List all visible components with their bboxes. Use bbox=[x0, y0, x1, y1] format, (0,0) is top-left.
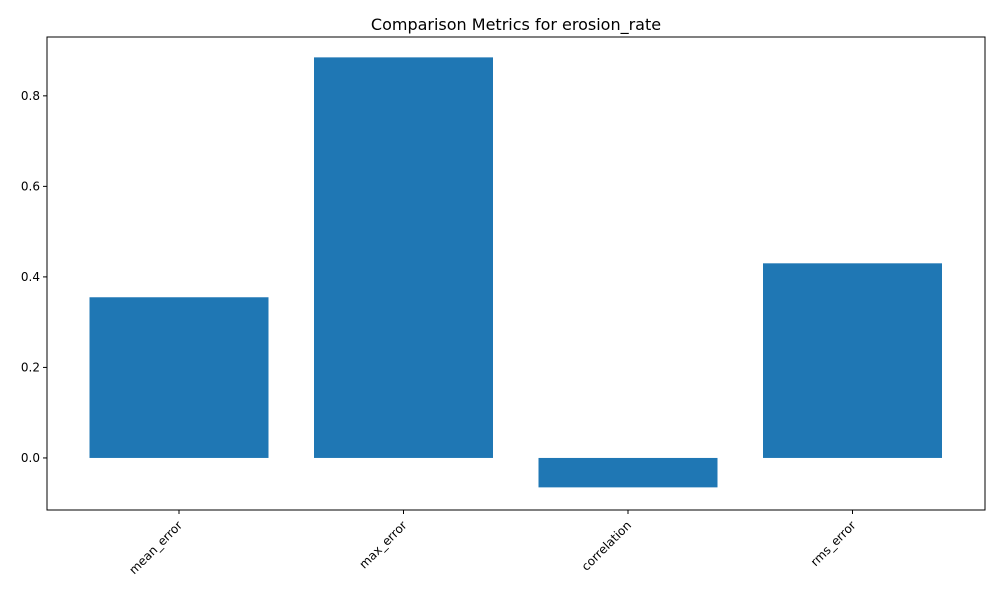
x-tick-label: mean_error bbox=[126, 518, 185, 577]
y-tick-label: 0.8 bbox=[21, 89, 40, 103]
bars-layer bbox=[89, 57, 942, 488]
bar-rms-error bbox=[763, 263, 942, 458]
bar-max-error bbox=[314, 57, 493, 458]
bar-correlation bbox=[538, 457, 718, 488]
y-tick-label: 0.0 bbox=[21, 451, 40, 465]
bar-mean-error bbox=[89, 297, 269, 458]
y-axis: 0.0 0.2 0.4 0.6 0.8 bbox=[21, 89, 47, 465]
y-tick-label: 0.2 bbox=[21, 360, 40, 374]
x-tick-label: rms_error bbox=[808, 518, 859, 569]
plot-frame bbox=[46, 36, 986, 511]
y-tick-label: 0.4 bbox=[21, 270, 40, 284]
x-axis: mean_error max_error correlation rms_error bbox=[126, 510, 859, 577]
x-tick-label: max_error bbox=[356, 518, 409, 571]
chart-title: Comparison Metrics for erosion_rate bbox=[371, 15, 661, 35]
x-tick-label: correlation bbox=[579, 518, 634, 573]
y-tick-label: 0.6 bbox=[21, 179, 40, 193]
